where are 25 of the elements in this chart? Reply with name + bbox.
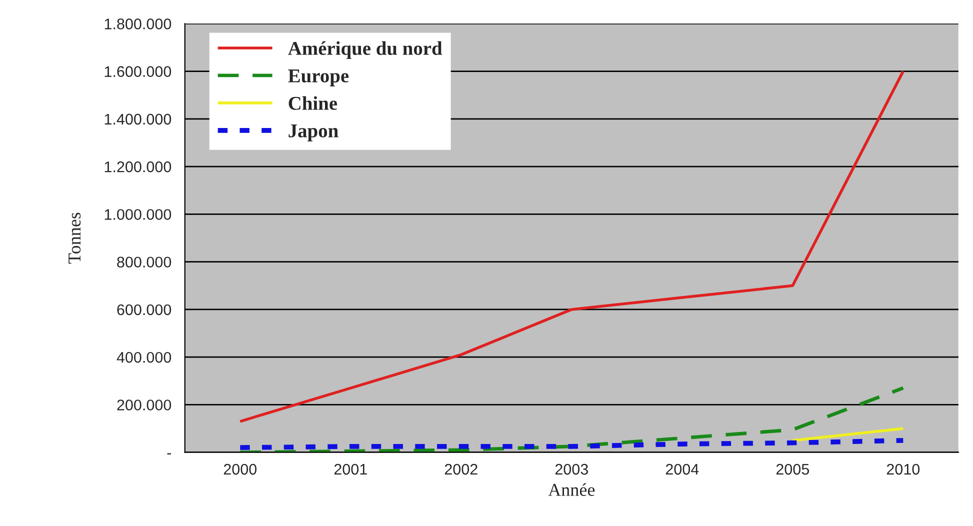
x-tick-label: 2010 <box>886 464 920 475</box>
y-tick-label: 400.000 <box>116 352 172 363</box>
y-tick-label: 1.400.000 <box>104 114 172 125</box>
legend-label: Chine <box>288 96 338 110</box>
x-tick-label: 2000 <box>224 464 257 475</box>
line-series <box>238 70 905 423</box>
line-series <box>238 386 905 452</box>
legend-label: Japon <box>288 124 338 142</box>
y-tick-label: 1.800.000 <box>104 18 172 30</box>
x-tick-label: 2005 <box>776 464 809 475</box>
y-tick-label: 1.200.000 <box>104 161 172 172</box>
y-tick-label: 1.000.000 <box>104 209 172 220</box>
y-tick-label: - <box>167 453 171 454</box>
x-tick-label: 2003 <box>555 464 588 475</box>
legend-label: Europe <box>288 70 349 86</box>
legend-label: Amérique du nord <box>288 41 442 59</box>
y-tick-label: 1.600.000 <box>104 66 172 77</box>
x-axis-title: Année <box>548 483 595 496</box>
y-tick-label: 200.000 <box>117 400 172 410</box>
x-tick-label: 2002 <box>444 464 478 475</box>
y-tick-label: 800.000 <box>117 256 172 268</box>
x-tick-label: 2001 <box>334 464 367 475</box>
y-tick-label: 600.000 <box>117 304 172 316</box>
x-tick-label: 2004 <box>666 464 699 475</box>
y-axis-title: Tonnes <box>68 212 81 264</box>
